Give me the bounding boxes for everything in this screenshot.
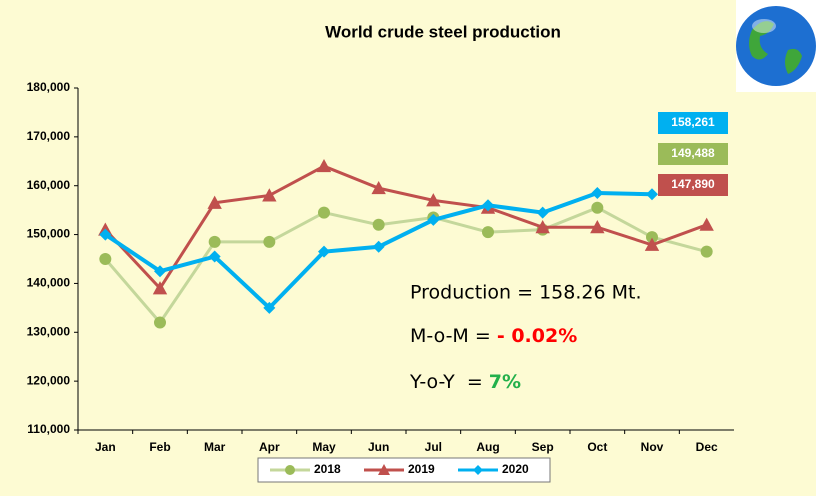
marker [285,465,295,475]
x-tick-label: Mar [204,440,226,454]
legend-label: 2018 [314,462,341,476]
chart: World crude steel production Production … [0,0,816,496]
annotation: Production = 158.26 Mt. [410,282,642,304]
annotation: M-o-M = - 0.02% [410,325,577,347]
x-tick-label: May [312,440,336,454]
marker [701,246,713,258]
y-tick-label: 160,000 [27,178,71,192]
marker [99,253,111,265]
legend-label: 2019 [408,462,435,476]
annotation: Y-o-Y = 7% [409,371,521,393]
marker [263,236,275,248]
marker [482,226,494,238]
y-tick-label: 110,000 [27,422,70,436]
y-tick-label: 140,000 [27,276,71,290]
x-tick-label: Jan [95,440,116,454]
annotation: 7% [489,371,521,393]
x-tick-label: Jun [368,440,389,454]
x-tick-label: Oct [587,440,607,454]
chart-title: World crude steel production [325,22,561,41]
x-tick-label: Jul [425,440,442,454]
marker [209,236,221,248]
x-tick-label: Aug [476,440,499,454]
x-tick-label: Dec [696,440,718,454]
y-tick-label: 180,000 [27,80,71,94]
y-tick-label: 130,000 [27,324,71,338]
y-tick-label: 120,000 [27,373,71,387]
value-label: 147,890 [671,177,715,191]
value-label: 149,488 [671,146,715,160]
annotation: M-o-M = [410,325,497,347]
marker [373,219,385,231]
x-tick-label: Nov [641,440,664,454]
marker [154,317,166,329]
x-tick-label: Sep [532,440,554,454]
annotation: Y-o-Y = [409,371,489,393]
legend-label: 2020 [502,462,529,476]
globe-icon [736,0,816,92]
marker [591,202,603,214]
value-label: 158,261 [671,115,715,129]
annotation: - 0.02% [497,325,577,347]
x-tick-label: Apr [259,440,280,454]
marker [318,207,330,219]
x-tick-label: Feb [149,440,170,454]
y-tick-label: 150,000 [27,227,71,241]
y-tick-label: 170,000 [27,129,71,143]
